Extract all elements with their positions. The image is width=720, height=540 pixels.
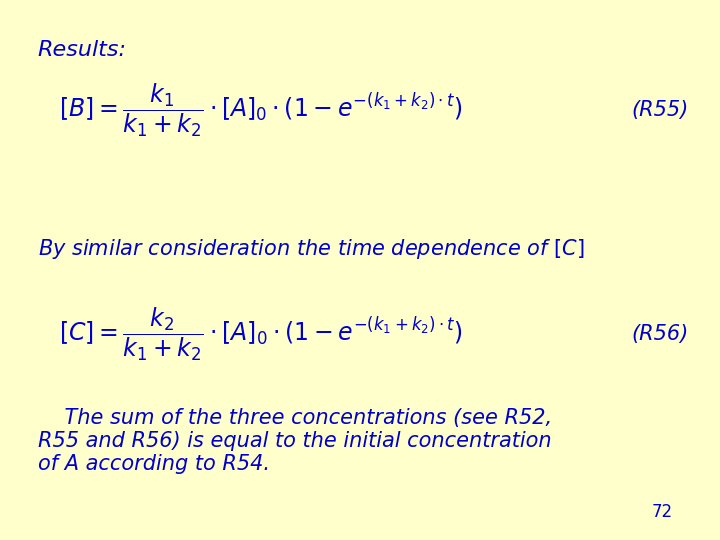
Text: (R55): (R55) <box>631 100 688 120</box>
Text: Results:: Results: <box>37 40 127 60</box>
Text: $[B]=\dfrac{k_1}{k_1+k_2}\cdot[A]_0\cdot\left(1-e^{-(k_1+k_2)\cdot t}\right)$: $[B]=\dfrac{k_1}{k_1+k_2}\cdot[A]_0\cdot… <box>58 81 462 139</box>
Text: $[C]=\dfrac{k_2}{k_1+k_2}\cdot[A]_0\cdot\left(1-e^{-(k_1+k_2)\cdot t}\right)$: $[C]=\dfrac{k_2}{k_1+k_2}\cdot[A]_0\cdot… <box>58 305 463 363</box>
Text: By similar consideration the time dependence of $[C]$: By similar consideration the time depend… <box>37 237 584 261</box>
Text: The sum of the three concentrations (see R52,
R55 and R56) is equal to the initi: The sum of the three concentrations (see… <box>37 408 552 474</box>
Text: (R56): (R56) <box>631 324 688 344</box>
Text: 72: 72 <box>652 503 673 521</box>
